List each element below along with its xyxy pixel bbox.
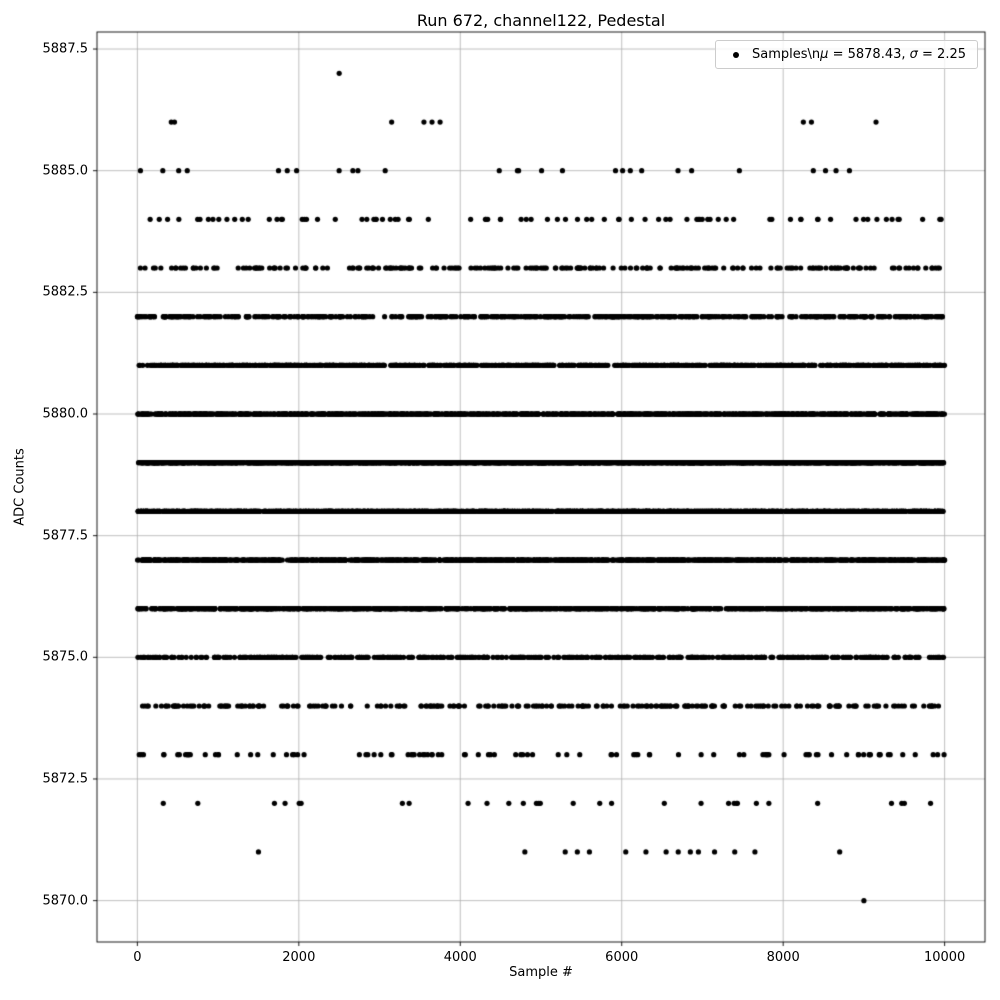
y-tick-label: 5872.5 <box>42 771 89 787</box>
y-tick-label: 5885.0 <box>42 163 89 179</box>
x-tick-label: 2000 <box>282 950 316 965</box>
y-tick-label: 5875.0 <box>42 649 89 665</box>
legend-label-segment: = 2.25 <box>917 47 966 62</box>
x-tick-label: 10000 <box>923 950 966 965</box>
legend-label-segment: σ <box>909 47 918 62</box>
x-tick-label: 0 <box>133 950 142 965</box>
y-axis-label: ADC Counts <box>12 448 28 526</box>
y-tick-label: 5880.0 <box>42 406 89 422</box>
x-tick-label: 8000 <box>766 950 800 965</box>
legend-label-segment: μ <box>820 47 829 62</box>
legend-label: Samples\nμ = 5878.43, σ = 2.25 <box>752 47 966 62</box>
x-tick-label: 4000 <box>443 950 477 965</box>
y-tick-label: 5887.5 <box>42 41 89 57</box>
legend-label-segment: = 5878.43, <box>828 47 910 62</box>
chart-title: Run 672, channel122, Pedestal <box>416 11 666 30</box>
y-tick-label: 5882.5 <box>42 284 89 300</box>
legend: Samples\nμ = 5878.43, σ = 2.25 <box>715 40 978 69</box>
y-tick-label: 5870.0 <box>42 893 89 909</box>
x-tick-label: 6000 <box>605 950 639 965</box>
x-axis-label: Sample # <box>509 965 573 980</box>
samples-marker-icon <box>733 51 740 58</box>
legend-label-segment: Samples\n <box>752 47 821 62</box>
y-tick-label: 5877.5 <box>42 528 89 544</box>
